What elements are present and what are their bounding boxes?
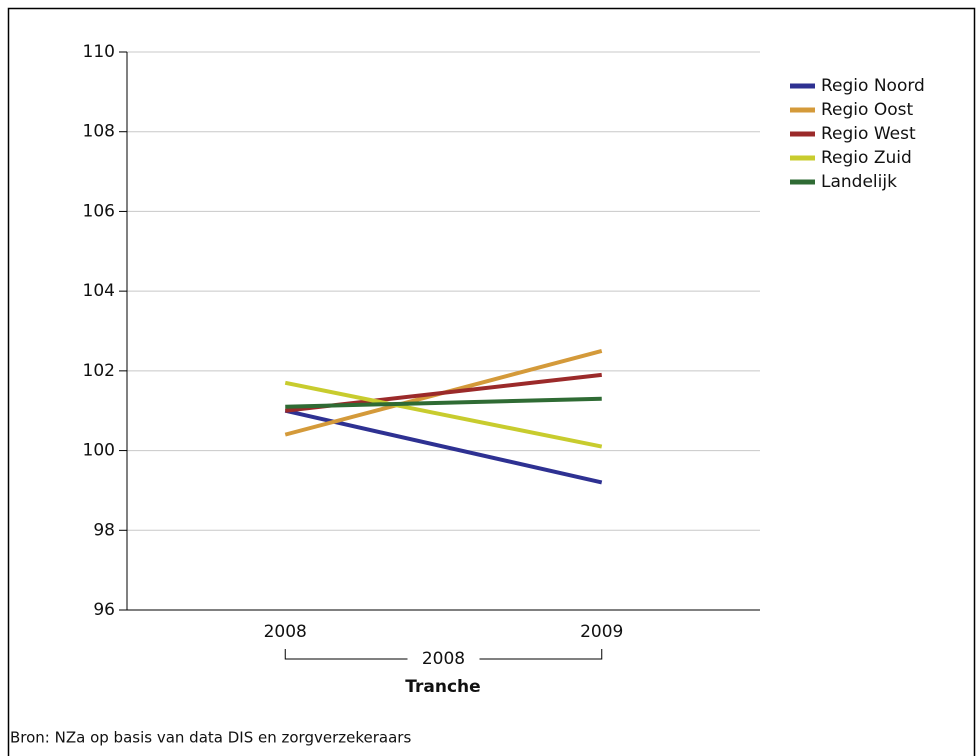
legend-label: Regio Noord	[821, 76, 925, 96]
y-tick-label: 96	[93, 600, 115, 620]
y-tick-label: 98	[93, 520, 115, 540]
y-tick-label: 106	[83, 201, 115, 221]
series-line	[285, 396, 602, 409]
legend-label: Landelijk	[821, 172, 897, 192]
legend-label: Regio Zuid	[821, 148, 912, 168]
y-tick-label: 102	[83, 361, 115, 381]
y-tick-label: 108	[83, 122, 115, 142]
x-tick-label: 2008	[264, 622, 307, 642]
source-note: Bron: NZa op basis van data DIS en zorgv…	[10, 729, 411, 747]
y-tick-label: 104	[83, 281, 115, 301]
frame	[7, 7, 976, 756]
y-tick-label: 110	[83, 42, 115, 62]
series-line	[284, 380, 603, 449]
y-tick-label: 100	[83, 441, 115, 461]
group-label: 2008	[422, 649, 465, 669]
x-axis-title: Tranche	[405, 677, 480, 697]
legend-label: Regio Oost	[821, 100, 913, 120]
legend-label: Regio West	[821, 124, 916, 144]
x-tick-label: 2009	[580, 622, 623, 642]
group-bracket	[284, 649, 603, 660]
